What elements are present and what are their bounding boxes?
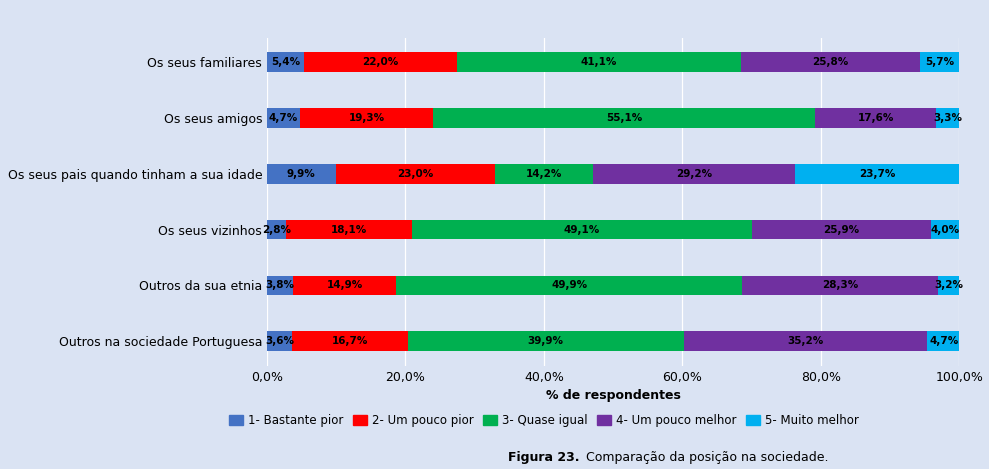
Text: 25,9%: 25,9% — [823, 225, 859, 234]
Bar — [335, 164, 494, 183]
Bar — [287, 220, 411, 239]
Text: 29,2%: 29,2% — [676, 169, 712, 179]
Bar — [267, 220, 287, 239]
Text: 55,1%: 55,1% — [606, 113, 642, 123]
Text: 9,9%: 9,9% — [287, 169, 315, 179]
Bar — [292, 332, 407, 351]
Text: 3,8%: 3,8% — [266, 280, 295, 290]
Text: 25,8%: 25,8% — [812, 57, 849, 67]
Legend: 1- Bastante pior, 2- Um pouco pior, 3- Quase igual, 4- Um pouco melhor, 5- Muito: 1- Bastante pior, 2- Um pouco pior, 3- Q… — [225, 410, 862, 430]
Bar — [815, 108, 937, 128]
Bar — [305, 53, 457, 72]
Text: 4,7%: 4,7% — [929, 336, 958, 346]
Text: 4,7%: 4,7% — [269, 113, 298, 123]
Bar — [795, 164, 959, 183]
Bar — [294, 276, 397, 295]
Bar — [931, 220, 958, 239]
Text: 14,9%: 14,9% — [326, 280, 363, 290]
Bar — [457, 53, 742, 72]
Text: 19,3%: 19,3% — [348, 113, 385, 123]
Text: 39,9%: 39,9% — [528, 336, 564, 346]
Bar — [411, 220, 752, 239]
X-axis label: % de respondentes: % de respondentes — [546, 389, 680, 402]
Bar — [938, 276, 960, 295]
Bar — [433, 108, 815, 128]
Text: 18,1%: 18,1% — [331, 225, 367, 234]
Bar — [683, 332, 928, 351]
Bar — [494, 164, 593, 183]
Bar — [300, 108, 433, 128]
Bar — [267, 276, 294, 295]
Text: 23,7%: 23,7% — [859, 169, 895, 179]
Bar — [407, 332, 683, 351]
Bar — [397, 276, 742, 295]
Text: 2,8%: 2,8% — [262, 225, 291, 234]
Text: 16,7%: 16,7% — [331, 336, 368, 346]
Bar — [742, 53, 920, 72]
Bar — [752, 220, 931, 239]
Text: 5,4%: 5,4% — [271, 57, 301, 67]
Text: 17,6%: 17,6% — [857, 113, 894, 123]
Text: Comparação da posição na sociedade.: Comparação da posição na sociedade. — [582, 451, 828, 464]
Text: 4,0%: 4,0% — [931, 225, 959, 234]
Text: 3,2%: 3,2% — [935, 280, 963, 290]
Text: 41,1%: 41,1% — [581, 57, 617, 67]
Text: 23,0%: 23,0% — [397, 169, 433, 179]
Text: 5,7%: 5,7% — [925, 57, 954, 67]
Text: Figura 23.: Figura 23. — [508, 451, 580, 464]
Text: 35,2%: 35,2% — [787, 336, 824, 346]
Bar — [742, 276, 938, 295]
Bar — [937, 108, 959, 128]
Bar — [267, 164, 335, 183]
Bar — [267, 332, 292, 351]
Bar — [928, 332, 960, 351]
Text: 3,3%: 3,3% — [934, 113, 962, 123]
Text: 22,0%: 22,0% — [362, 57, 399, 67]
Bar — [920, 53, 959, 72]
Text: 14,2%: 14,2% — [526, 169, 562, 179]
Text: 3,6%: 3,6% — [265, 336, 294, 346]
Text: 49,1%: 49,1% — [564, 225, 599, 234]
Text: 49,9%: 49,9% — [551, 280, 587, 290]
Text: 28,3%: 28,3% — [822, 280, 858, 290]
Bar — [593, 164, 795, 183]
Bar — [267, 108, 300, 128]
Bar — [267, 53, 305, 72]
